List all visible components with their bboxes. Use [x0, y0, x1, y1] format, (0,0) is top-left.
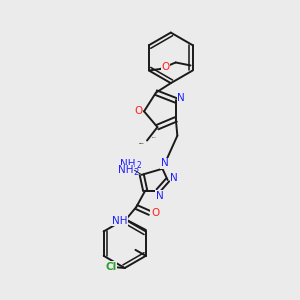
Text: 2: 2 — [134, 168, 139, 177]
Text: methyl: methyl — [139, 143, 144, 144]
Text: O: O — [151, 208, 159, 218]
Text: O: O — [135, 106, 143, 116]
Text: N: N — [177, 93, 185, 103]
Text: N: N — [170, 173, 178, 184]
Text: NH: NH — [112, 216, 127, 226]
Text: NH: NH — [120, 159, 136, 170]
Text: 2: 2 — [137, 161, 142, 170]
Text: O: O — [161, 61, 170, 72]
Text: N: N — [161, 158, 169, 168]
Text: NH: NH — [118, 165, 133, 175]
Text: Cl: Cl — [105, 262, 116, 272]
Text: methyl: methyl — [140, 143, 144, 144]
Text: N: N — [156, 191, 164, 201]
Text: methyl: methyl — [152, 137, 157, 138]
